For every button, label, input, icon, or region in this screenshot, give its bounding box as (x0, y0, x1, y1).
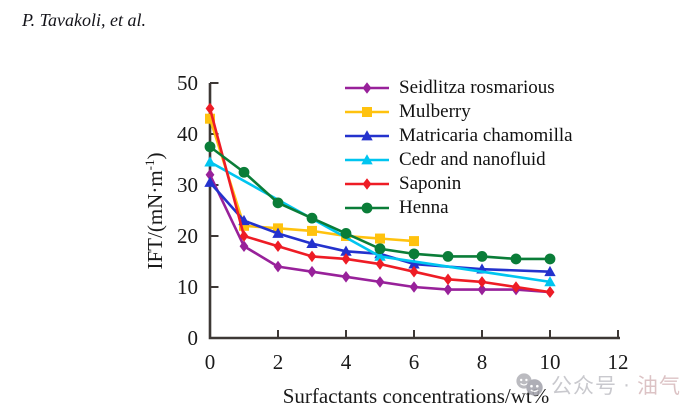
legend-marker-diamond-icon (345, 82, 389, 94)
axes-frame (208, 83, 620, 340)
data-point-diamond (511, 281, 521, 293)
data-point-circle (361, 202, 373, 214)
data-point-diamond (362, 178, 372, 190)
legend-marker-square-icon (345, 107, 389, 117)
y-tick-label: 10 (177, 275, 198, 299)
x-tick-label: 0 (204, 350, 216, 374)
legend-label: Seidlitza rosmarious (399, 77, 555, 98)
data-point-diamond (409, 281, 419, 293)
y-tick-label: 20 (177, 224, 198, 248)
data-point-triangle (361, 154, 373, 165)
legend-marker-triangle-icon (345, 130, 389, 141)
x-tick-label: 12 (607, 350, 629, 374)
data-point-circle (442, 251, 454, 262)
y-tick-label: 50 (177, 71, 198, 95)
series-saponin (205, 102, 555, 298)
data-point-diamond (545, 286, 555, 298)
data-point-triangle (374, 250, 386, 261)
data-point-diamond (239, 230, 249, 242)
y-tick-label: 40 (177, 122, 198, 146)
data-point-circle (204, 141, 216, 153)
watermark-text-secondary: 油气 (637, 375, 681, 398)
watermark-separator: · (623, 373, 631, 396)
data-point-diamond (477, 283, 487, 296)
data-point-circle (544, 253, 556, 265)
data-point-triangle (340, 245, 352, 256)
legend-item-saponin: Saponin (344, 172, 461, 196)
x-tick-label: 2 (272, 350, 284, 374)
data-point-triangle (544, 276, 556, 287)
data-point-square (307, 225, 317, 236)
legend-item-cedr-and-nanofluid: Cedr and nanofluid (344, 148, 546, 172)
legend-marker-diamond-icon (345, 178, 389, 190)
y-tick-label: 30 (177, 173, 198, 197)
data-point-triangle (306, 237, 318, 249)
data-point-diamond (205, 169, 215, 181)
data-point-circle (272, 197, 284, 209)
data-point-triangle (204, 156, 216, 167)
legend-item-mulberry: Mulberry (344, 100, 471, 124)
legend-label: Mulberry (399, 101, 471, 122)
data-point-circle (476, 251, 488, 262)
data-point-diamond (273, 260, 283, 273)
legend-marker-triangle-icon (345, 154, 389, 165)
y-axis-label: IFT/(mN·m-1) (142, 152, 167, 270)
legend-label: Henna (399, 197, 449, 218)
data-point-diamond (443, 283, 453, 296)
data-point-diamond (273, 240, 283, 252)
legend-label: Matricaria chamomilla (399, 125, 573, 146)
data-point-diamond (341, 271, 351, 283)
x-tick-label: 4 (340, 350, 352, 374)
data-point-diamond (307, 265, 317, 278)
data-point-circle (238, 166, 250, 178)
data-point-triangle (361, 130, 373, 141)
data-point-diamond (375, 258, 385, 270)
chat-faces-icon (516, 373, 543, 396)
data-point-diamond (239, 240, 249, 252)
data-point-diamond (443, 273, 453, 286)
data-point-diamond (205, 102, 215, 115)
data-point-circle (306, 212, 318, 224)
legend-label: Cedr and nanofluid (399, 149, 546, 170)
data-point-square (409, 236, 419, 247)
data-point-square (362, 107, 372, 117)
data-point-triangle (204, 176, 216, 187)
legend-item-matricaria-chamomilla: Matricaria chamomilla (344, 124, 573, 148)
data-point-diamond (375, 276, 385, 288)
series-henna (204, 141, 556, 265)
watermark-text-primary: 公众号 (551, 375, 617, 398)
data-point-diamond (362, 82, 372, 94)
data-point-diamond (477, 276, 487, 288)
data-point-square (239, 220, 249, 231)
legend-label: Saponin (399, 173, 462, 194)
data-point-square (205, 113, 215, 124)
x-tick-label: 8 (476, 350, 488, 374)
data-point-circle (340, 228, 352, 239)
legend-item-seidlitza-rosmarious: Seidlitza rosmarious (344, 76, 555, 100)
data-point-diamond (341, 253, 351, 265)
data-point-triangle (408, 258, 420, 269)
data-point-triangle (272, 227, 284, 238)
y-tick-label: 0 (187, 326, 199, 350)
data-point-diamond (409, 265, 419, 278)
legend-marker-circle-icon (345, 202, 389, 214)
data-point-circle (408, 248, 420, 260)
data-point-circle (374, 243, 386, 255)
legend-item-henna: Henna (344, 196, 449, 220)
x-axis-label: Surfactants concentrations/wt% (282, 384, 550, 408)
data-point-diamond (307, 250, 317, 263)
data-point-circle (510, 253, 522, 265)
watermark: 公众号 · 油气 (514, 370, 681, 400)
data-point-square (375, 233, 385, 244)
x-tick-label: 6 (408, 350, 420, 374)
x-tick-label: 10 (539, 350, 561, 374)
article-author-header: P. Tavakoli, et al. (22, 10, 147, 30)
data-point-triangle (544, 265, 556, 277)
